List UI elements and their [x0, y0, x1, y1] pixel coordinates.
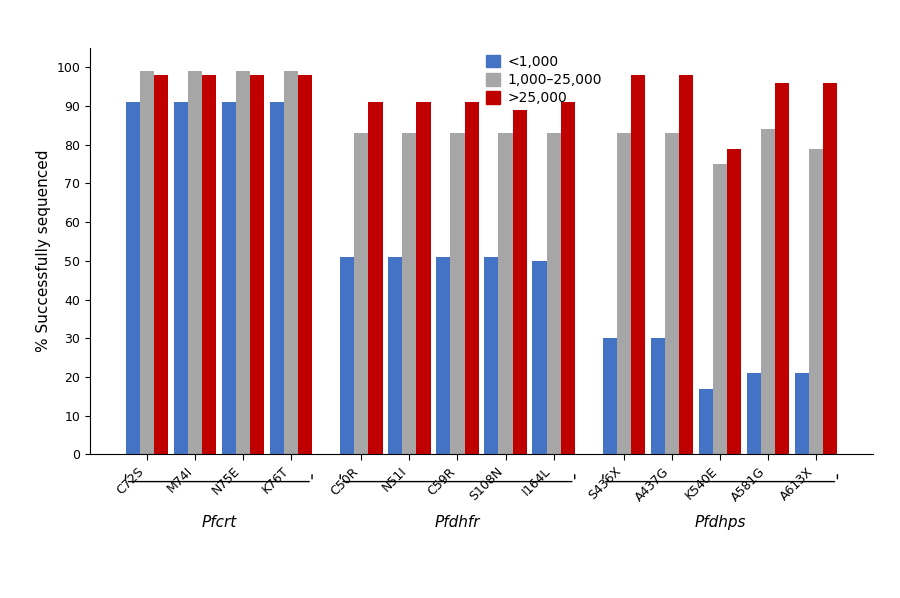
Bar — [388, 257, 402, 454]
Bar — [154, 75, 168, 454]
Bar — [250, 75, 264, 454]
Bar — [747, 373, 761, 454]
Bar — [795, 373, 809, 454]
Bar — [270, 102, 284, 454]
Bar — [284, 71, 298, 454]
Bar — [236, 71, 250, 454]
Text: Pfdhfr: Pfdhfr — [435, 514, 481, 529]
Bar — [450, 133, 464, 454]
Bar — [417, 102, 430, 454]
Bar — [561, 102, 575, 454]
Bar — [809, 148, 824, 454]
Bar — [699, 389, 713, 454]
Bar — [727, 148, 742, 454]
Bar — [651, 338, 665, 454]
Bar — [499, 133, 513, 454]
Bar — [202, 75, 216, 454]
Bar — [126, 102, 140, 454]
Bar — [464, 102, 479, 454]
Bar — [368, 102, 382, 454]
Bar — [546, 133, 561, 454]
Bar — [340, 257, 355, 454]
Bar — [436, 257, 450, 454]
Bar — [665, 133, 680, 454]
Bar — [298, 75, 312, 454]
Bar — [140, 71, 154, 454]
Legend: <1,000, 1,000–25,000, >25,000: <1,000, 1,000–25,000, >25,000 — [482, 51, 606, 109]
Bar — [775, 83, 789, 454]
Bar — [680, 75, 693, 454]
Y-axis label: % Successfully sequenced: % Successfully sequenced — [36, 150, 50, 352]
Text: Pfcrt: Pfcrt — [202, 514, 237, 529]
Bar — [617, 133, 631, 454]
Text: Pfdhps: Pfdhps — [695, 514, 746, 529]
Bar — [484, 257, 499, 454]
Bar — [824, 83, 837, 454]
Bar — [221, 102, 236, 454]
Bar — [355, 133, 368, 454]
Bar — [603, 338, 617, 454]
Bar — [402, 133, 417, 454]
Bar — [533, 261, 546, 454]
Bar — [174, 102, 188, 454]
Bar — [513, 110, 526, 454]
Bar — [631, 75, 645, 454]
Bar — [713, 164, 727, 454]
Bar — [188, 71, 202, 454]
Bar — [761, 129, 775, 454]
